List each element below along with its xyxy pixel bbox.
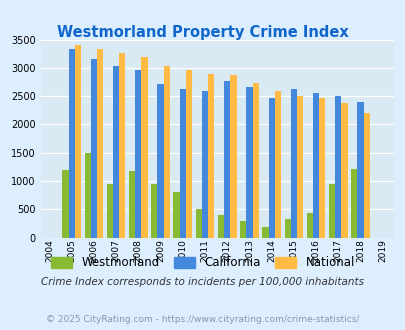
Bar [119,52,125,238]
Bar [195,209,201,238]
Bar [208,74,214,238]
Bar [91,59,97,238]
Bar [230,75,236,238]
Bar [201,91,208,238]
Bar [84,153,91,238]
Text: Westmorland Property Crime Index: Westmorland Property Crime Index [57,25,348,40]
Text: © 2025 CityRating.com - https://www.cityrating.com/crime-statistics/: © 2025 CityRating.com - https://www.city… [46,315,359,324]
Bar [239,221,246,238]
Bar [97,49,103,238]
Bar [312,93,318,238]
Bar [113,66,119,238]
Bar [363,113,369,238]
Bar [296,96,303,238]
Bar [129,171,135,238]
Bar [274,90,280,238]
Bar [290,89,296,238]
Bar [306,213,312,238]
Bar [318,98,324,238]
Bar [262,227,268,238]
Bar [350,169,356,238]
Bar [356,102,363,238]
Bar [68,49,75,238]
Bar [335,96,341,238]
Bar [268,98,274,238]
Bar [163,66,169,238]
Bar [141,56,147,238]
Bar [151,184,157,238]
Bar [246,86,252,238]
Bar [328,184,335,238]
Bar [341,103,347,238]
Legend: Westmorland, California, National: Westmorland, California, National [46,252,359,274]
Bar [252,83,258,238]
Bar [179,89,185,238]
Bar [135,70,141,238]
Bar [173,192,179,238]
Bar [284,219,290,238]
Bar [185,70,192,238]
Bar [157,84,163,238]
Bar [224,82,230,238]
Bar [62,170,68,238]
Text: Crime Index corresponds to incidents per 100,000 inhabitants: Crime Index corresponds to incidents per… [41,278,364,287]
Bar [107,184,113,238]
Bar [217,215,224,238]
Bar [75,45,81,238]
